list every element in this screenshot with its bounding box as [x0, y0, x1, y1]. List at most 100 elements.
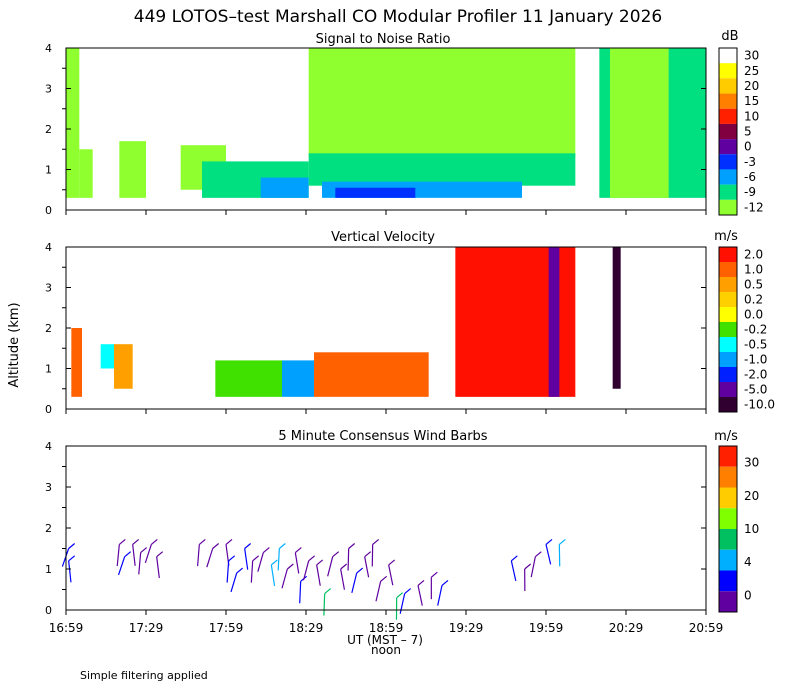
- colorbar-swatch: [719, 184, 737, 200]
- colorbar-swatch: [719, 307, 737, 322]
- colorbar-swatch: [719, 591, 737, 612]
- y-tick-label: 3: [45, 83, 52, 96]
- y-tick-label: 1: [45, 563, 52, 576]
- colorbar-label: 30: [744, 49, 759, 63]
- y-tick-label: 0: [45, 204, 52, 217]
- wind-barb: [545, 538, 553, 565]
- colorbar-swatch: [719, 63, 737, 79]
- wind-barb: [302, 555, 316, 581]
- wind-barb: [340, 563, 348, 590]
- y-tick-label: 2: [45, 123, 52, 136]
- colorbar-frame: [718, 47, 738, 216]
- colorbar-label: 10: [744, 109, 759, 123]
- wind-barb: [371, 538, 380, 567]
- colorbar-swatch: [719, 199, 737, 215]
- colorbar-label: -12: [744, 200, 764, 214]
- wind-barb: [270, 559, 278, 587]
- colorbar-swatch: [719, 466, 737, 488]
- colorbar-swatch: [719, 508, 737, 529]
- wind-barb: [327, 551, 340, 577]
- noon-label: noon: [371, 643, 401, 657]
- velocity-panel-title: Vertical Velocity: [331, 230, 435, 245]
- wind-barb: [138, 547, 148, 575]
- colorbar-frame: [718, 246, 738, 413]
- wind-barb-panel-title: 5 Minute Consensus Wind Barbs: [278, 429, 487, 444]
- heatmap-cell: [66, 48, 80, 198]
- wind-barb-x-ticks: [65, 610, 707, 615]
- heatmap-cell: [308, 48, 576, 158]
- y-axis-label: Altitude (km): [7, 302, 22, 387]
- y-tick-label: 2: [45, 322, 52, 335]
- velocity-unit: m/s: [714, 229, 738, 244]
- wind-barb: [156, 551, 164, 579]
- wind-barb: [323, 588, 332, 616]
- heatmap-cell: [71, 328, 82, 397]
- colorbar-swatch: [719, 154, 737, 170]
- heatmap-cell: [612, 247, 621, 389]
- colorbar-label: -2.0: [744, 368, 767, 382]
- wind-barb: [395, 592, 404, 620]
- colorbar-label: -6: [744, 170, 756, 184]
- y-tick-label: 1: [45, 164, 52, 177]
- colorbar-label: -1.0: [744, 353, 767, 367]
- colorbar-label: 0.0: [744, 308, 763, 322]
- colorbar-swatch: [719, 352, 737, 367]
- heatmap-cell: [308, 153, 576, 186]
- snr-y-axis: 0 1 2 3 4: [45, 42, 706, 217]
- colorbar-label: 0: [744, 140, 752, 154]
- colorbar-label: 0.5: [744, 278, 763, 292]
- heatmap-cell: [610, 48, 669, 198]
- wind-barb: [510, 555, 518, 582]
- colorbar-swatch: [719, 78, 737, 94]
- velocity-x-ticks: [65, 409, 707, 414]
- colorbar-label: 5: [744, 125, 752, 139]
- wind-barb: [437, 579, 449, 606]
- wind-barb-frame: [65, 445, 707, 611]
- colorbar-swatch: [719, 93, 737, 109]
- wind-barb: [244, 543, 252, 570]
- x-axis-label: UT (MST – 7): [347, 633, 423, 647]
- wind-barb: [351, 567, 364, 594]
- colorbar-swatch: [719, 446, 737, 467]
- wind-barb: [347, 543, 356, 571]
- wind-barb: [388, 559, 396, 586]
- colorbar-swatch: [719, 367, 737, 382]
- colorbar-label: -5.0: [744, 383, 767, 397]
- wind-barb: [250, 555, 260, 583]
- wind-barb: [206, 543, 220, 568]
- colorbar-label: -9: [744, 185, 756, 199]
- x-tick-label: 16:59: [49, 621, 84, 635]
- y-tick-label: 4: [45, 42, 52, 55]
- wind-barb: [68, 555, 76, 583]
- wind-barb: [226, 555, 236, 583]
- colorbar-swatch: [719, 337, 737, 352]
- wind-barb-plot-area: [61, 538, 566, 620]
- colorbar-swatch: [719, 570, 737, 592]
- velocity-colorbar: 2.01.00.50.20.0-0.2-0.5-1.0-2.0-5.0-10.0: [718, 246, 775, 413]
- snr-panel: Signal to Noise Ratio 0 1 2 3 4 dB 302520151…: [45, 29, 764, 217]
- heatmap-cell: [260, 177, 309, 198]
- snr-x-ticks: [65, 210, 707, 215]
- colorbar-swatch: [719, 123, 737, 140]
- snr-panel-title: Signal to Noise Ratio: [316, 32, 451, 47]
- colorbar-swatch: [719, 108, 737, 124]
- heatmap-cell: [114, 344, 133, 389]
- velocity-plot-area: [71, 247, 621, 397]
- figure-title: 449 LOTOS–test Marshall CO Modular Profi…: [134, 7, 662, 27]
- y-tick-label: 0: [45, 604, 52, 617]
- colorbar-frame: [718, 445, 738, 613]
- colorbar-swatch: [719, 487, 737, 509]
- colorbar-swatch: [719, 292, 737, 307]
- colorbar-swatch: [719, 139, 737, 155]
- wind-barb: [375, 575, 388, 602]
- wind-barb: [116, 538, 126, 567]
- colorbar-label: 30: [744, 456, 759, 470]
- wind-barb: [117, 551, 132, 576]
- x-tick-label: 18:29: [289, 621, 324, 635]
- colorbar-label: 0: [744, 588, 752, 602]
- y-tick-label: 0: [45, 403, 52, 416]
- y-tick-label: 4: [45, 241, 52, 254]
- y-tick-label: 4: [45, 440, 52, 453]
